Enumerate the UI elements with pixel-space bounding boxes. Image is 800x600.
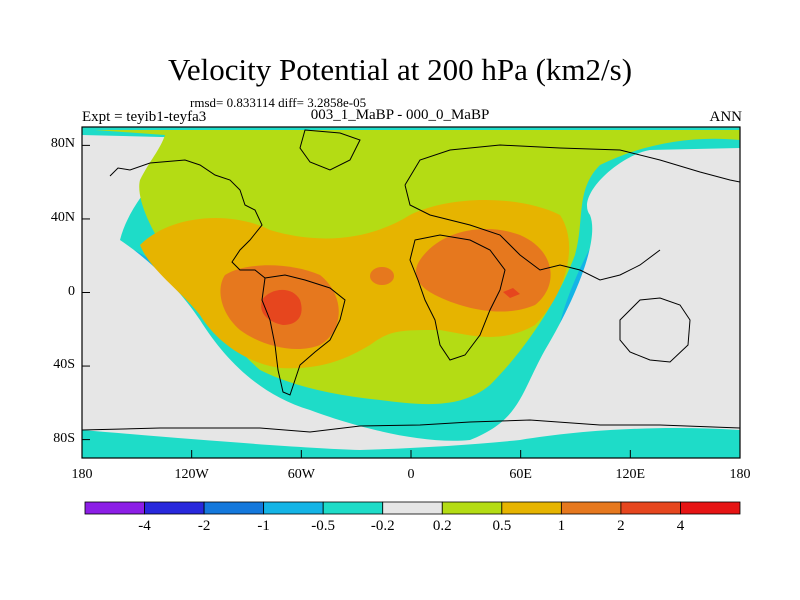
y-tick-label: 80S	[53, 430, 75, 446]
axis-ticks	[81, 144, 741, 458]
x-tick-label: 180	[729, 467, 751, 482]
band-two-to-four-af	[503, 288, 520, 298]
x-tick-label: 120E	[615, 467, 646, 482]
band-neutral-grey	[82, 135, 740, 458]
colorbar-swatch	[263, 501, 324, 515]
colorbar-label: -2	[197, 518, 211, 534]
colorbar	[84, 501, 741, 515]
contour-field	[82, 127, 740, 458]
colorbar-swatch	[84, 501, 145, 515]
band-one-to-two-af	[415, 228, 551, 312]
band-two-to-four-sa	[261, 289, 302, 325]
y-tick-label: 40S	[53, 357, 75, 373]
x-tick-label: 60E	[509, 467, 532, 482]
colorbar-label: -1	[257, 518, 270, 534]
y-tick-label: 0	[68, 283, 75, 299]
band-south-cyan	[82, 428, 740, 458]
colorbar-swatch	[382, 501, 443, 515]
y-tick-label: 40N	[50, 209, 75, 225]
x-tick-label: 180	[71, 467, 93, 482]
colorbar-swatch	[322, 501, 384, 515]
continent-outlines	[82, 129, 740, 433]
outline-eurasia	[404, 144, 740, 281]
colorbar-swatch	[441, 501, 503, 515]
chart-title: Velocity Potential at 200 hPa (km2/s)	[167, 52, 633, 87]
colorbar-label: -0.5	[311, 518, 336, 534]
outline-north-america	[109, 159, 266, 279]
colorbar-label: -4	[138, 518, 151, 534]
colorbar-swatch	[501, 501, 562, 515]
colorbar-label: 0.5	[492, 518, 512, 534]
colorbar-label: 4	[676, 518, 685, 534]
experiment-label: Expt = teyib1-teyfa3	[82, 109, 207, 125]
colorbar-swatch	[680, 501, 741, 515]
band-one-to-two-atl	[370, 267, 394, 285]
colorbar-swatch	[560, 501, 622, 515]
outline-antarctica	[82, 419, 740, 433]
x-tick-label: 60W	[287, 467, 315, 482]
colorbar-label: 2	[617, 518, 625, 534]
x-tick-label: 120W	[174, 467, 209, 482]
case-label: 003_1_MaBP - 000_0_MaBP	[310, 107, 490, 123]
outline-africa	[409, 234, 506, 361]
stats-text: rmsd= 0.833114 diff= 3.2858e-05	[190, 95, 367, 110]
outline-australia	[619, 297, 691, 363]
colorbar-label: 0.2	[432, 518, 452, 534]
colorbar-swatch	[203, 501, 265, 515]
x-tick-label: 0	[407, 467, 415, 482]
outline-south-america	[261, 274, 346, 396]
colorbar-label: -0.2	[370, 518, 395, 534]
outline-greenland	[299, 129, 361, 171]
colorbar-swatch	[144, 501, 205, 515]
colorbar-swatch	[620, 501, 681, 515]
colorbar-label: 1	[557, 518, 566, 534]
season-label: ANN	[709, 109, 743, 125]
y-tick-label: 80N	[50, 136, 75, 152]
